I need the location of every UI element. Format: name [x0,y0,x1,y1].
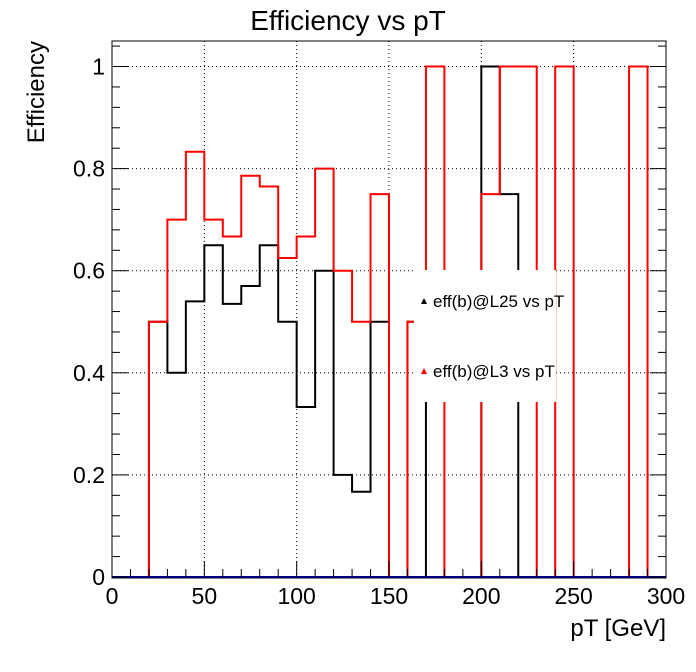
y-tick-label: 0.2 [73,462,105,488]
x-tick-label: 100 [277,583,315,609]
x-tick-label: 50 [192,583,218,609]
x-tick-label: 250 [554,583,592,609]
x-tick-label: 300 [647,583,685,609]
x-axis-label: pT [GeV] [570,615,666,642]
legend-marker-l25 [421,298,427,304]
y-tick-label: 1 [92,54,105,80]
series-0-step-line [112,65,666,578]
legend: eff(b)@L25 vs pT eff(b)@L3 vs pT [414,270,564,402]
series-1-step-line [112,65,666,578]
y-tick-label: 0.6 [73,258,105,284]
chart-title: Efficiency vs pT [250,5,446,36]
x-tick-label: 150 [370,583,408,609]
y-axis-label: Efficiency [23,41,50,143]
legend-label-l3: eff(b)@L3 vs pT [433,362,555,381]
y-tick-label: 0 [92,564,105,590]
legend-marker-l3 [421,368,427,374]
x-tick-label: 200 [462,583,500,609]
axis-ticks: 0 50 100 150 200 250 300 0 0.2 0.4 0.6 0.8 1 [73,45,685,609]
y-tick-label: 0.4 [73,360,105,386]
legend-label-l25: eff(b)@L25 vs pT [433,292,564,311]
y-tick-label: 0.8 [73,156,105,182]
x-tick-label: 0 [106,583,119,609]
data-series [112,65,666,578]
legend-box [414,270,556,402]
